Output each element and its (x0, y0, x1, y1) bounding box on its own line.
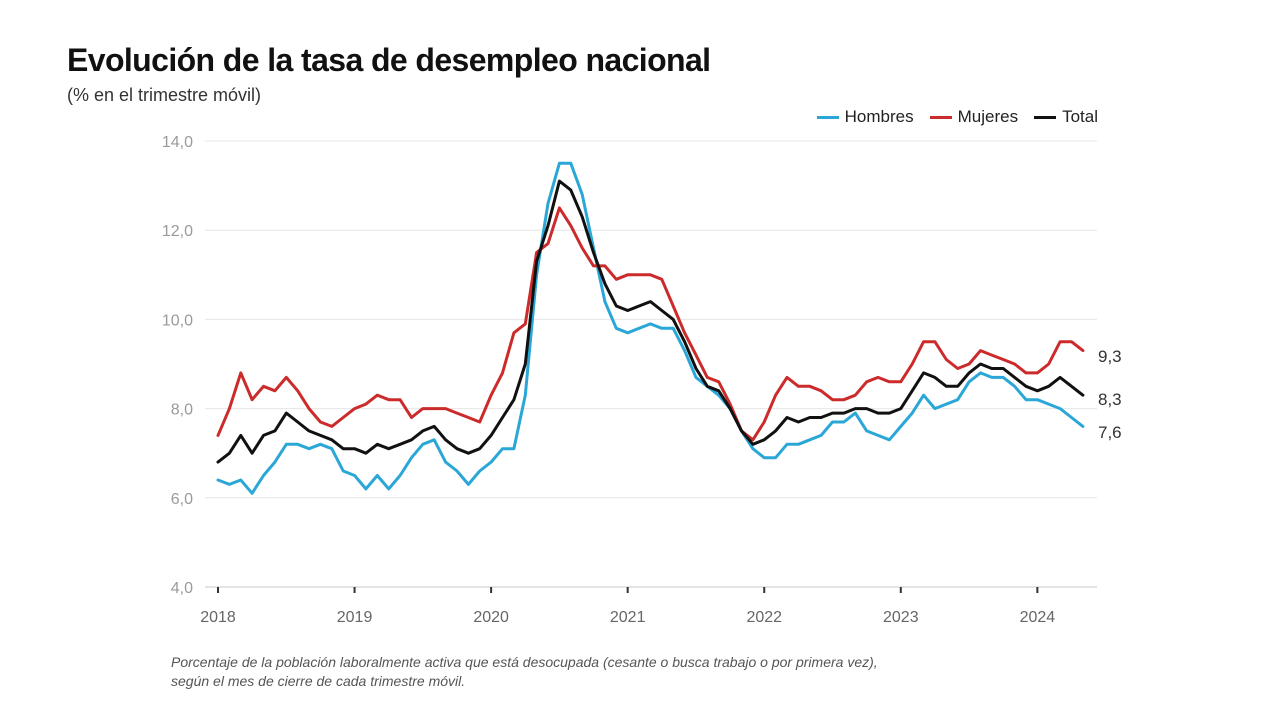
end-value-label: 8,3 (1098, 390, 1122, 409)
legend-swatch-hombres (816, 115, 839, 119)
x-tick-label: 2020 (473, 609, 509, 626)
chart-title: Evolución de la tasa de desempleo nacion… (67, 42, 711, 78)
y-tick-label: 4,0 (171, 580, 193, 597)
legend-swatch-total (1034, 115, 1057, 119)
chart-footnote: Porcentaje de la población laboralmente … (171, 653, 878, 691)
legend-swatch-mujeres (929, 115, 952, 119)
legend-label-total: Total (1062, 107, 1098, 126)
x-tick-label: 2023 (883, 609, 919, 626)
series-line-total (216, 179, 1085, 464)
x-tick-label: 2018 (200, 609, 236, 626)
x-tick-label: 2019 (337, 609, 373, 626)
legend-label-mujeres: Mujeres (957, 107, 1019, 126)
series-line-mujeres (216, 206, 1085, 442)
footnote-line-1: Porcentaje de la población laboralmente … (171, 654, 878, 670)
y-tick-label: 10,0 (162, 312, 193, 329)
legend-item-mujeres: Mujeres (929, 107, 1019, 127)
series-line-hombres (216, 161, 1085, 495)
y-tick-label: 14,0 (162, 134, 193, 151)
legend-item-hombres: Hombres (816, 107, 914, 127)
y-tick-label: 8,0 (171, 402, 193, 419)
chart-subtitle: (% en el trimestre móvil) (67, 85, 262, 105)
grid-lines (205, 140, 1097, 588)
footnote-line-2: según el mes de cierre de cada trimestre… (171, 673, 466, 689)
legend-label-hombres: Hombres (844, 107, 914, 126)
x-tick-label: 2022 (746, 609, 782, 626)
end-labels: 9,3 8,3 7,6 (1098, 347, 1122, 442)
axes: 4,0 6,0 8,0 10,0 12,0 14,0 2018 2019 2020 2021 202… (162, 134, 1055, 626)
x-tick-label: 2021 (610, 609, 646, 626)
y-tick-label: 12,0 (162, 223, 193, 240)
y-tick-label: 6,0 (171, 491, 193, 508)
end-value-label: 9,3 (1098, 347, 1122, 366)
series-lines (216, 161, 1085, 495)
x-tick-label: 2024 (1020, 609, 1056, 626)
legend-item-total: Total (1034, 107, 1098, 127)
end-value-label: 7,6 (1098, 423, 1122, 442)
chart-legend: Hombres Mujeres Total (816, 107, 1098, 127)
